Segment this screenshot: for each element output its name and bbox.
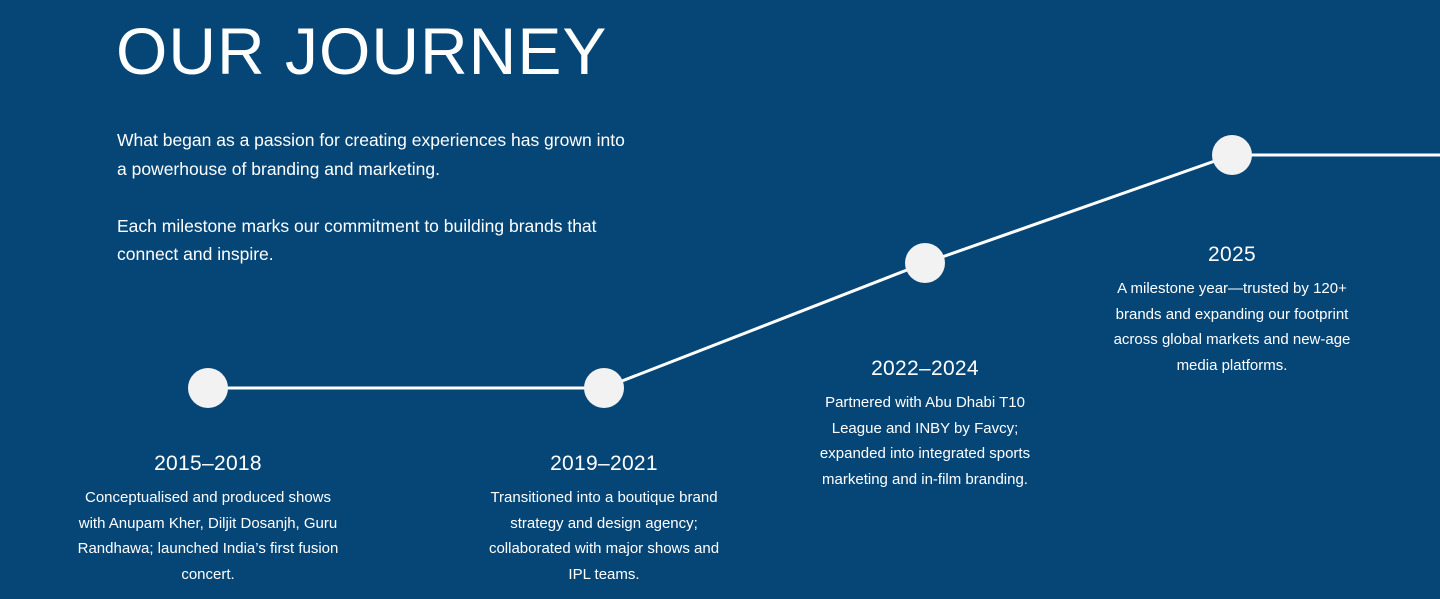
intro-text: What began as a passion for creating exp…: [117, 126, 637, 297]
milestone-year: 2022–2024: [871, 357, 979, 380]
milestone-description: Partnered with Abu Dhabi T10 League and …: [819, 394, 1031, 488]
milestone-year: 2025: [1208, 243, 1256, 266]
intro-paragraph-1: What began as a passion for creating exp…: [117, 130, 625, 179]
timeline-node-2: [584, 368, 624, 408]
page-title: OUR JOURNEY: [116, 14, 608, 88]
milestone-2: 2019–2021 Transitioned into a boutique b…: [469, 449, 739, 587]
milestone-description: Transitioned into a boutique brand strat…: [488, 489, 720, 583]
milestone-year: 2019–2021: [550, 452, 658, 475]
milestone-year: 2015–2018: [154, 452, 262, 475]
milestone-description: Conceptualised and produced shows with A…: [77, 489, 339, 583]
intro-paragraph-2: Each milestone marks our commitment to b…: [117, 215, 597, 265]
milestone-description: A milestone year—trusted by 120+ brands …: [1113, 280, 1351, 374]
milestone-4: 2025 A milestone year—trusted by 120+ br…: [1097, 240, 1367, 378]
milestone-3: 2022–2024 Partnered with Abu Dhabi T10 L…: [790, 354, 1060, 492]
timeline-node-3: [905, 243, 945, 283]
timeline-node-1: [188, 368, 228, 408]
milestone-1: 2015–2018 Conceptualised and produced sh…: [73, 449, 343, 587]
timeline-node-4: [1212, 135, 1252, 175]
